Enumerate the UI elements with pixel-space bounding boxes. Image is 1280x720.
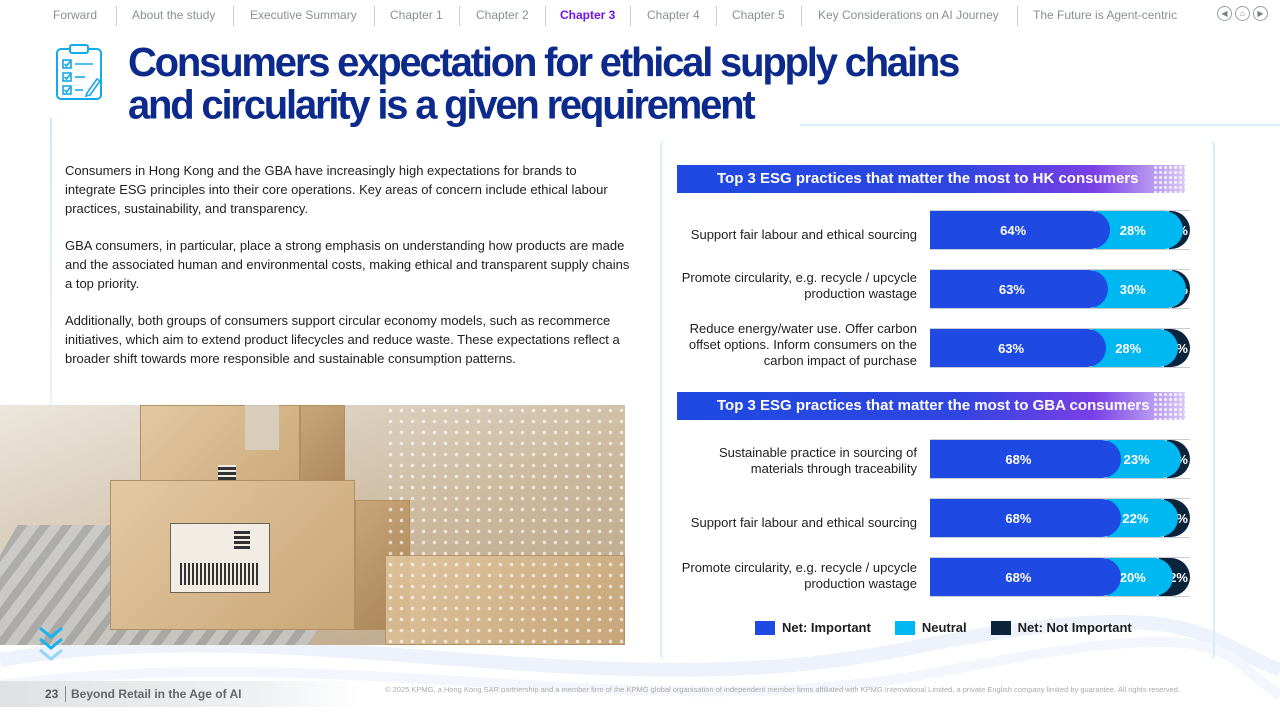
page-number: 23 <box>45 687 59 701</box>
chart-row-label: Support fair labour and ethical sourcing <box>690 227 917 242</box>
nav-executive-summary[interactable]: Executive Summary <box>250 8 357 22</box>
decorative-rule <box>50 118 52 408</box>
nav-chapter-1[interactable]: Chapter 1 <box>390 8 443 22</box>
chart-row-divider <box>930 537 1190 538</box>
bar-segment-neutral: 30% <box>1093 270 1186 308</box>
nav-about-the-study[interactable]: About the study <box>132 8 216 22</box>
scroll-down-chevron-icon <box>39 626 63 661</box>
header-dot-pattern <box>1153 165 1185 193</box>
nav-forward[interactable]: Forward <box>53 8 98 22</box>
bar-segment-neutral: 28% <box>1092 329 1179 367</box>
stacked-bar: 10%28%63% <box>930 329 1190 367</box>
legend-swatch-not-important <box>990 620 1011 635</box>
body-paragraph-1: Consumers in Hong Kong and the GBA have … <box>65 163 608 216</box>
nav-future-agent-centric[interactable]: The Future is Agent-centric <box>1033 8 1178 22</box>
nav-divider <box>116 6 117 26</box>
chart-row-label: Sustainable practice in sourcing of mate… <box>718 445 917 476</box>
chart-row-label: Reduce energy/water use. Offer carbon of… <box>688 321 917 368</box>
chart-section-title: Top 3 ESG practices that matter the most… <box>717 397 1150 414</box>
legend-item-not-important: Net: Not Important <box>990 620 1132 635</box>
dot-pattern-overlay <box>385 405 625 645</box>
nav-chapter-3[interactable]: Chapter 3 <box>560 8 616 22</box>
copyright-notice: © 2025 KPMG, a Hong Kong SAR partnership… <box>385 685 1180 694</box>
chart-row-divider <box>930 269 1190 270</box>
stacked-bar: 7%30%63% <box>930 270 1190 308</box>
chart-row-divider <box>930 367 1190 368</box>
legend-label-neutral: Neutral <box>921 620 967 635</box>
clipboard-checklist-icon <box>56 44 102 100</box>
body-paragraph-3: Additionally, both groups of consumers s… <box>65 313 620 366</box>
bar-segment-important: 68% <box>930 558 1121 596</box>
chart-row-divider <box>930 328 1190 329</box>
bar-segment-important: 63% <box>930 329 1107 367</box>
barcode <box>180 563 260 585</box>
home-icon[interactable]: ⌂ <box>1235 6 1250 21</box>
chart-row-divider <box>930 210 1190 211</box>
report-title: Beyond Retail in the Age of AI <box>71 687 242 701</box>
legend-swatch-important <box>755 620 775 635</box>
boxes-on-conveyor-photo <box>0 405 625 645</box>
back-icon[interactable]: ◀ <box>1217 6 1232 21</box>
body-text: Consumers in Hong Kong and the GBA have … <box>65 161 630 386</box>
chart-row-divider <box>930 498 1190 499</box>
stacked-bar: 8%28%64% <box>930 211 1190 249</box>
footer-divider <box>65 686 66 702</box>
background-wave <box>0 614 1280 700</box>
chart-row-divider <box>930 249 1190 250</box>
bar-segment-important: 63% <box>930 270 1108 308</box>
nav-divider <box>545 6 546 26</box>
bar-segment-important: 68% <box>930 440 1121 478</box>
legend-label-important: Net: Important <box>782 620 871 635</box>
bar-segment-important: 64% <box>930 211 1111 249</box>
chart-section-header: Top 3 ESG practices that matter the most… <box>677 165 1185 193</box>
bar-segment-neutral: 22% <box>1106 499 1178 537</box>
forward-icon[interactable]: ▶ <box>1253 6 1268 21</box>
header-dot-pattern <box>1153 392 1185 420</box>
nav-divider <box>374 6 375 26</box>
bar-segment-neutral: 28% <box>1096 211 1184 249</box>
bar-segment-neutral: 20% <box>1106 558 1173 596</box>
nav-icon-group: ◀ ⌂ ▶ <box>1217 6 1268 21</box>
nav-chapter-5[interactable]: Chapter 5 <box>732 8 785 22</box>
stacked-bar: 10%22%68% <box>930 499 1190 537</box>
legend-swatch-neutral <box>894 620 915 635</box>
footer-bar <box>0 681 360 707</box>
chart-row-label: Promote circularity, e.g. recycle / upcy… <box>681 560 917 591</box>
chart-row-divider <box>930 478 1190 479</box>
chart-section-header: Top 3 ESG practices that matter the most… <box>677 392 1185 420</box>
nav-divider <box>233 6 234 26</box>
chart-row-divider <box>930 308 1190 309</box>
body-paragraph-2: GBA consumers, in particular, place a st… <box>65 238 630 291</box>
chart-section-title: Top 3 ESG practices that matter the most… <box>717 170 1139 187</box>
packing-tape <box>245 405 279 450</box>
qr-code <box>234 531 250 549</box>
legend-label-not-important: Net: Not Important <box>1017 620 1132 635</box>
page-title-line-1: Consumers expectation for ethical supply… <box>128 40 960 86</box>
chart-panel-frame <box>660 140 1215 660</box>
chart-legend: Net: Important Neutral Net: Not Importan… <box>755 620 1132 635</box>
nav-divider <box>1017 6 1018 26</box>
nav-divider <box>630 6 631 26</box>
nav-divider <box>801 6 802 26</box>
bar-segment-important: 68% <box>930 499 1121 537</box>
chart-row-divider <box>930 557 1190 558</box>
chart-row-label: Support fair labour and ethical sourcing <box>690 515 917 530</box>
chart-row-label: Promote circularity, e.g. recycle / upcy… <box>681 270 917 301</box>
nav-chapter-2[interactable]: Chapter 2 <box>476 8 529 22</box>
page-title-line-2: and circularity is a given requirement <box>128 82 756 128</box>
nav-divider <box>459 6 460 26</box>
legend-item-neutral: Neutral <box>894 620 967 635</box>
legend-item-important: Net: Important <box>755 620 871 635</box>
nav-chapter-4[interactable]: Chapter 4 <box>647 8 700 22</box>
stacked-bar: 9%23%68% <box>930 440 1190 478</box>
nav-divider <box>716 6 717 26</box>
chart-row-divider <box>930 439 1190 440</box>
stacked-bar: 12% 20% 68% <box>930 558 1190 596</box>
decorative-rule <box>800 124 1280 126</box>
top-navigation: Forward About the study Executive Summar… <box>0 0 1280 32</box>
nav-key-considerations[interactable]: Key Considerations on AI Journey <box>818 8 999 22</box>
chart-row-divider <box>930 596 1190 597</box>
page-title: Consumers expectation for ethical supply… <box>128 40 960 128</box>
